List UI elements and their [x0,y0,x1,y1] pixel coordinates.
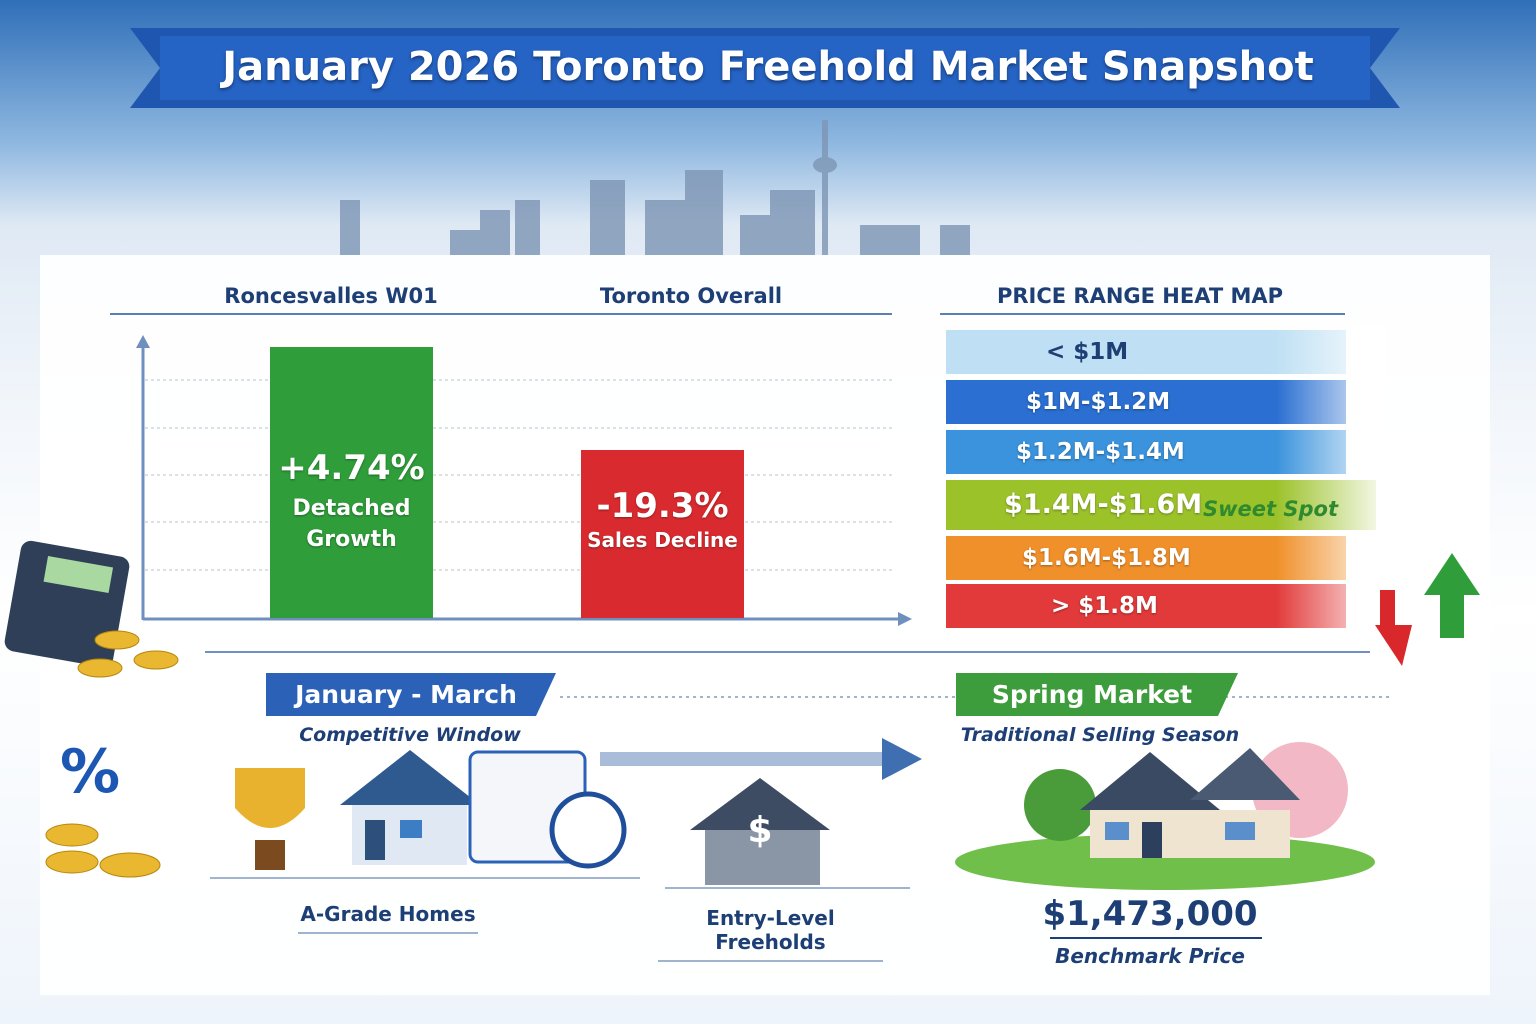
item-label: A-Grade Homes [298,902,478,934]
title: January 2026 Toronto Freehold Market Sna… [222,44,1314,90]
tag-shape [956,673,1238,716]
decline-label: Sales Decline [587,528,738,552]
benchmark-label: Benchmark Price [1055,944,1245,968]
banner-face [160,36,1370,100]
house-blue [340,750,480,865]
heat-map-title: PRICE RANGE HEAT MAP [996,284,1284,308]
heat-row: $1.6M-$1.8M [1022,545,1191,571]
period-subtitle: Traditional Selling Season [960,724,1240,746]
calculator [4,540,130,668]
tag-shape [266,673,556,716]
benchmark-value: $1,473,000 [1042,894,1258,934]
column-heading: Toronto Overall [599,284,783,308]
heat-fade [946,325,1386,635]
timeline-arrow [600,752,885,766]
axis-arrow [898,612,912,626]
up-arrow [1424,553,1480,638]
calculator-screen [43,555,114,594]
period-subtitle: Competitive Window [299,724,521,746]
heat-row: < $1M [1046,339,1129,365]
heat-row: $1.4M-$1.6M [1004,489,1203,520]
growth-value: +4.74% [278,448,425,488]
trophy [235,768,305,828]
coins [45,630,179,878]
svg-text:$: $ [747,810,772,851]
heat-row: > $1.8M [1051,593,1158,619]
decline-panel [581,450,744,618]
period-tag: January - March [295,680,517,709]
timeline-arrow-head [882,738,922,780]
item-label: Entry-Level Freeholds [658,906,883,962]
clock [549,791,627,869]
percent-icon: % [60,737,120,807]
down-arrow [1375,590,1412,666]
heat-row: $1M-$1.2M [1026,389,1171,415]
decline-value: -19.3% [596,486,729,526]
sweet-spot-note: Sweet Spot [1203,497,1338,521]
column-heading: Roncesvalles W01 [224,284,438,308]
period-tag: Spring Market [991,680,1193,709]
house-gray: $ [690,778,830,885]
guide-lines [145,379,895,571]
axis-arrow [136,335,150,348]
trophy-base [255,840,285,870]
heat-row: $1.2M-$1.4M [1016,439,1185,465]
skyline [340,120,970,255]
growth-panel [270,347,433,618]
growth-label: Detached Growth [292,496,411,552]
house-spring [955,742,1375,890]
